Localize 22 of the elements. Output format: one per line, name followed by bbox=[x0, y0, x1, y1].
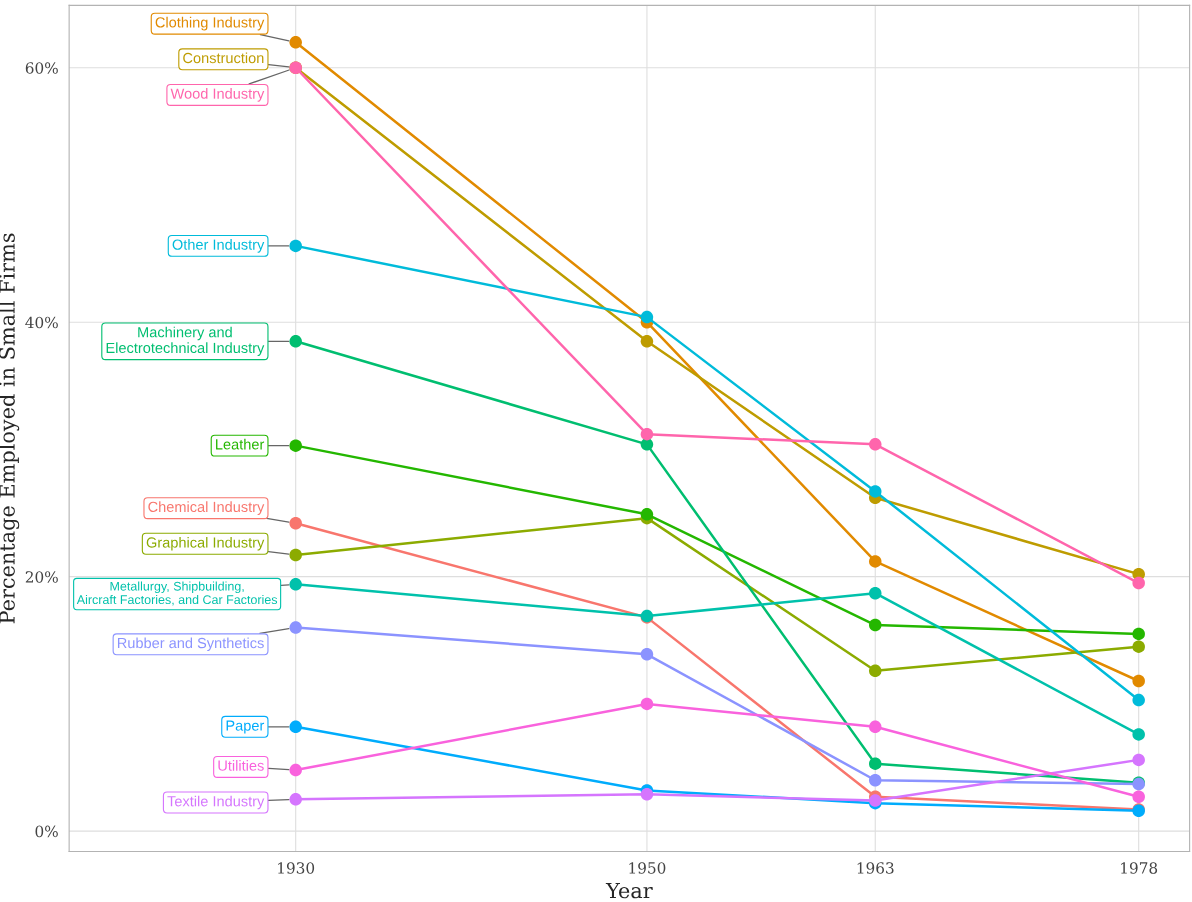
series-label: Paper bbox=[226, 720, 265, 734]
series-label: Metallurgy, Shipbuilding, Aircraft Factories, and Car Factories bbox=[76, 581, 278, 606]
series-label: Graphical Industry bbox=[146, 536, 265, 551]
x-tick-label: 1930 bbox=[278, 862, 315, 874]
series-label: Machinery and Electrotechnical Industry bbox=[106, 326, 265, 356]
y-tick-label: 40% bbox=[25, 316, 58, 329]
x-tick-label: 1950 bbox=[629, 862, 666, 874]
y-tick-label: 20% bbox=[25, 571, 58, 583]
text: Wood Industry bbox=[170, 88, 265, 102]
series-label: Other Industry bbox=[172, 239, 265, 253]
series-label: Construction bbox=[183, 52, 264, 64]
x-axis-title: Year bbox=[605, 882, 653, 899]
y-tick-label: 60% bbox=[25, 62, 58, 74]
series-label: Leather bbox=[216, 438, 265, 450]
y-tick-label: 0% bbox=[35, 825, 58, 838]
x-tick-label: 1978 bbox=[1121, 862, 1158, 874]
series-label: Utilities bbox=[218, 760, 264, 771]
series-label: Textile Industry bbox=[167, 795, 265, 810]
series-label: Rubber and Synthetics bbox=[117, 637, 264, 652]
x-tick-label: 1963 bbox=[857, 862, 894, 874]
series-label: Clothing Industry bbox=[155, 16, 265, 31]
series-label: Chemical Industry bbox=[148, 501, 265, 515]
